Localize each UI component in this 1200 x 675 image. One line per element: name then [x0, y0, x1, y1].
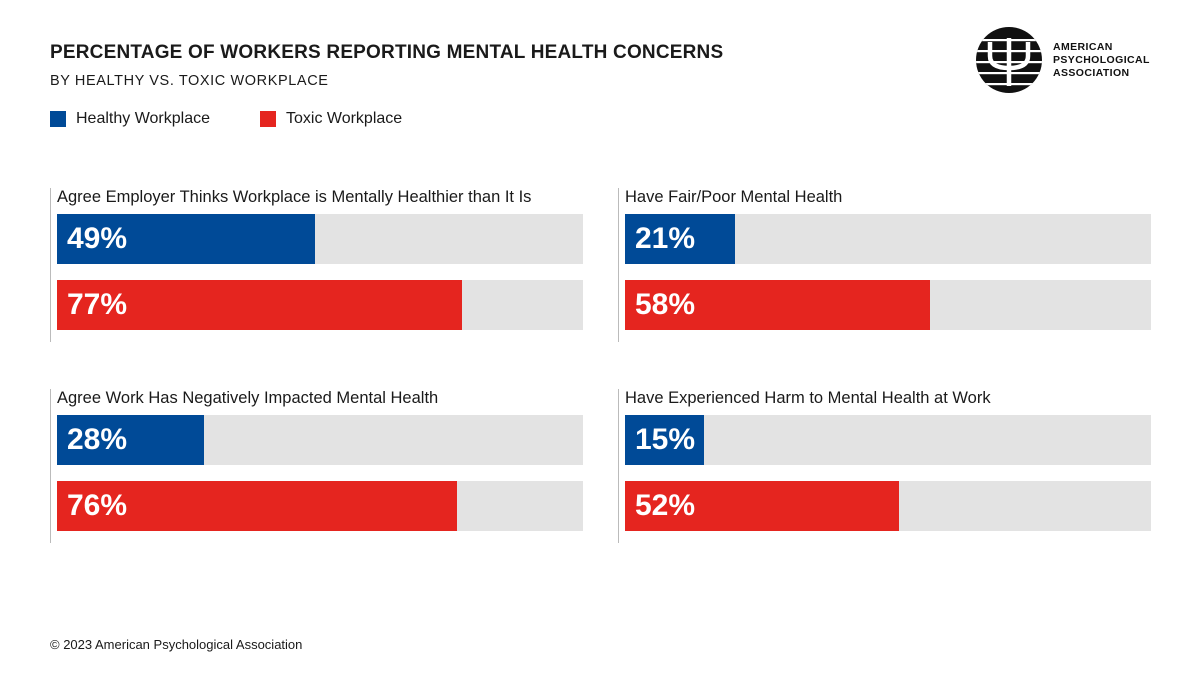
bar-toxic [57, 481, 457, 531]
copyright: © 2023 American Psychological Associatio… [50, 637, 303, 652]
bar-toxic [625, 481, 899, 531]
apa-logo: AMERICAN PSYCHOLOGICAL ASSOCIATION [975, 26, 1150, 94]
bar-track-healthy: 15% [625, 415, 1151, 465]
bar-toxic [57, 280, 463, 330]
legend-item-healthy: Healthy Workplace [50, 110, 210, 128]
bar-label-toxic: 52% [635, 489, 696, 522]
panel-title: Agree Work Has Negatively Impacted Menta… [57, 389, 439, 407]
logo-text-line1: AMERICAN [1053, 40, 1113, 53]
bar-toxic [625, 280, 931, 330]
bar-healthy [57, 415, 205, 465]
panel-title: Agree Employer Thinks Workplace is Menta… [57, 188, 532, 206]
bar-label-toxic: 76% [67, 489, 128, 522]
bar-healthy [625, 415, 704, 465]
chart-title: PERCENTAGE OF WORKERS REPORTING MENTAL H… [50, 42, 724, 63]
legend-swatch-healthy [50, 111, 66, 127]
panel-title: Have Experienced Harm to Mental Health a… [625, 389, 991, 407]
bar-label-toxic: 77% [67, 288, 128, 321]
logo-text-line3: ASSOCIATION [1053, 66, 1130, 79]
bar-track-toxic: 77% [57, 280, 583, 330]
bar-label-toxic: 58% [635, 288, 696, 321]
panel-work-negatively-impacted: Agree Work Has Negatively Impacted Menta… [50, 389, 583, 543]
panel-title: Have Fair/Poor Mental Health [625, 188, 843, 206]
chart-subtitle: BY HEALTHY VS. TOXIC WORKPLACE [50, 73, 329, 89]
panel-fair-poor-mental-health: Have Fair/Poor Mental Health 21% 58% [618, 188, 1151, 342]
bar-label-healthy: 49% [67, 222, 128, 255]
bar-label-healthy: 15% [635, 423, 696, 456]
panel-employer-thinks-healthier: Agree Employer Thinks Workplace is Menta… [50, 188, 583, 342]
legend-label-healthy: Healthy Workplace [76, 110, 210, 127]
bar-track-toxic: 52% [625, 481, 1151, 531]
bar-track-toxic: 76% [57, 481, 583, 531]
bar-track-healthy: 28% [57, 415, 583, 465]
bar-label-healthy: 21% [635, 222, 696, 255]
panel-experienced-harm: Have Experienced Harm to Mental Health a… [618, 389, 1151, 543]
bar-healthy [625, 214, 736, 264]
logo-text-line2: PSYCHOLOGICAL [1053, 53, 1150, 66]
bar-label-healthy: 28% [67, 423, 128, 456]
legend-item-toxic: Toxic Workplace [259, 110, 403, 128]
psi-icon [976, 27, 1042, 93]
bar-track-healthy: 49% [57, 214, 583, 264]
legend: Healthy Workplace Toxic Workplace [50, 110, 452, 128]
logo-text: AMERICAN PSYCHOLOGICAL ASSOCIATION [1053, 41, 1150, 80]
legend-swatch-toxic [259, 111, 276, 127]
legend-label-toxic: Toxic Workplace [285, 110, 403, 127]
bar-track-healthy: 21% [625, 214, 1151, 264]
bar-track-toxic: 58% [625, 280, 1151, 330]
bar-healthy [57, 214, 315, 264]
